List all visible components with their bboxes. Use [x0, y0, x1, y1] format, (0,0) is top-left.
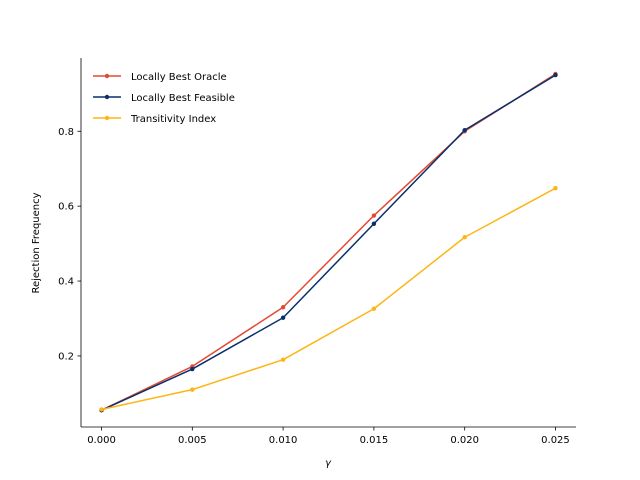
x-tick-label: 0.025 [541, 435, 570, 446]
y-tick-label: 0.6 [58, 202, 74, 213]
legend-label: Transitivity Index [130, 114, 216, 125]
data-point [99, 407, 104, 412]
data-point [371, 306, 377, 311]
series-2 [99, 185, 558, 412]
data-point [280, 357, 286, 362]
y-tick-label: 0.8 [58, 127, 74, 138]
data-point [280, 305, 286, 310]
data-point [553, 185, 558, 191]
x-tick-label: 0.020 [450, 435, 479, 446]
y-axis-label: Rejection Frequency [31, 192, 42, 293]
legend-swatch-marker [104, 94, 110, 100]
data-point [371, 221, 377, 226]
legend-item: Locally Best Oracle [93, 72, 227, 83]
series-line [101, 74, 556, 411]
legend-label: Locally Best Oracle [131, 72, 227, 83]
y-tick-label: 0.4 [58, 277, 74, 288]
x-tick-label: 0.015 [360, 435, 389, 446]
data-point [190, 366, 195, 372]
data-point [190, 387, 195, 392]
data-point [280, 315, 286, 320]
legend-label: Locally Best Feasible [131, 93, 235, 104]
series-group [99, 71, 558, 413]
legend-item: Locally Best Feasible [93, 93, 235, 104]
x-tick-label: 0.000 [87, 435, 116, 446]
x-axis-label: γ [325, 458, 332, 469]
legend-item: Transitivity Index [93, 114, 216, 125]
axes: 0.000 0.005 0.010 0.015 0.020 0.025 0.2 0.4 0.6 0… [58, 58, 576, 446]
data-point [462, 127, 467, 133]
data-point [371, 213, 377, 218]
y-tick-label: 0.2 [58, 351, 74, 362]
legend-swatch-marker [104, 115, 110, 121]
legend-swatch-marker [104, 73, 110, 79]
legend: Locally Best Oracle Locally Best Feasible… [93, 72, 235, 125]
data-point [553, 72, 558, 78]
x-tick-label: 0.005 [178, 435, 207, 446]
data-point [462, 235, 467, 240]
series-line [101, 187, 556, 411]
x-tick-label: 0.010 [269, 435, 298, 446]
